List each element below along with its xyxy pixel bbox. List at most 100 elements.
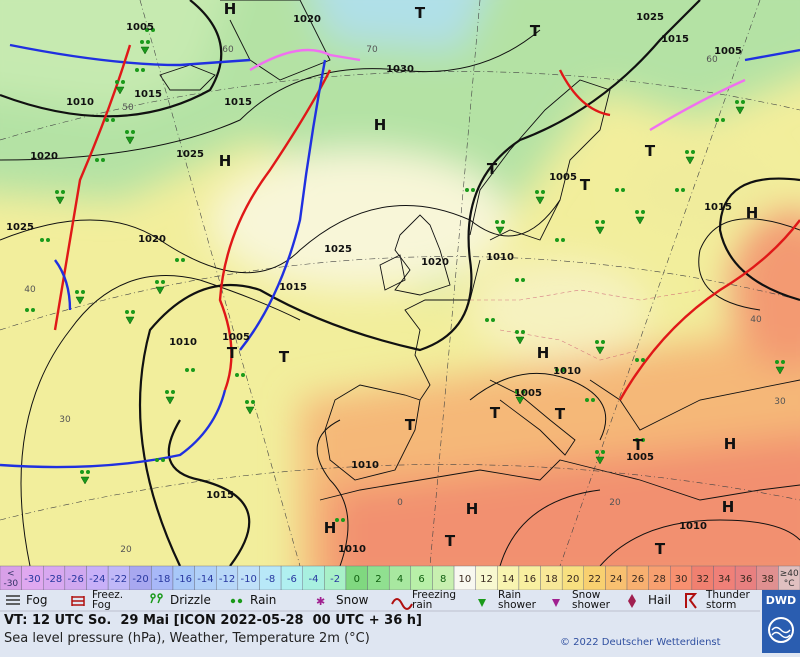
rain-dot (521, 390, 525, 394)
valid-time: VT: 12 UTC So. 29 Mai [ICON 2022-05-28 0… (4, 613, 422, 628)
rain-dot (595, 220, 599, 224)
pressure-center: H (746, 204, 759, 222)
rain-dot (741, 100, 745, 104)
pressure-center: T (580, 176, 591, 194)
rain-dot (641, 358, 645, 362)
scale-label: -26 (68, 574, 84, 585)
pressure-center: H (466, 500, 479, 518)
rain-dot (125, 130, 129, 134)
scale-label: 14 (502, 574, 515, 585)
rain-dot (561, 238, 565, 242)
isobar-label: 1015 (206, 490, 234, 501)
grid-label: 20 (609, 498, 621, 508)
rain-dot (641, 438, 645, 442)
pressure-center: T (645, 142, 656, 160)
scale-label: -8 (265, 574, 275, 585)
grid-label: 40 (750, 315, 762, 325)
rain-dot (31, 308, 35, 312)
rain-dot (521, 278, 525, 282)
isobar-label: 1005 (514, 388, 542, 399)
rain-dot (641, 210, 645, 214)
rain-dot (245, 400, 249, 404)
rain-dot (735, 100, 739, 104)
rain-dot (80, 470, 84, 474)
scale-label: 20 (567, 574, 580, 585)
pressure-center: T (655, 540, 666, 558)
pressure-center: T (405, 416, 416, 434)
rain-dot (495, 220, 499, 224)
rain-dot (171, 390, 175, 394)
rain-dot (715, 118, 719, 122)
isobar-label: 1010 (338, 544, 366, 555)
isobar-label: 1005 (222, 332, 250, 343)
rain-dot (515, 278, 519, 282)
grid-label: 20 (120, 545, 132, 555)
legend-label: Fog (26, 593, 47, 607)
snow-shower-icon (552, 599, 560, 607)
shower-symbol (515, 396, 525, 405)
grid-label: 60 (706, 55, 718, 65)
shower-symbol (140, 46, 150, 55)
rain-dot (561, 368, 565, 372)
pressure-center: H (374, 116, 387, 134)
rain-dot (161, 280, 165, 284)
isobar-label: 1025 (6, 222, 34, 233)
scale-label: -28 (46, 574, 62, 585)
pressure-center: T (415, 4, 426, 22)
rain-dot (151, 28, 155, 32)
isobar-label: 1005 (549, 172, 577, 183)
rain-dot (61, 190, 65, 194)
rain-dot (675, 188, 679, 192)
legend-label: Freezing (412, 589, 456, 601)
shower-symbol (495, 226, 505, 235)
shower-symbol (165, 396, 175, 405)
shower-symbol (115, 86, 125, 95)
isobar-label: 1010 (553, 366, 581, 377)
scale-label: -2 (330, 574, 340, 585)
legend-label: Snow (336, 593, 369, 607)
pressure-center: H (219, 152, 232, 170)
shower-symbol (125, 316, 135, 325)
pressure-center: T (445, 532, 456, 550)
rain-dot (691, 150, 695, 154)
rain-dot (105, 118, 109, 122)
weather-legend: Fog Freez.Fog Drizzle Rain ✱ Snow Freezingrain… (6, 589, 751, 611)
drizzle-icon (150, 593, 163, 604)
rain-dot (595, 340, 599, 344)
scale-label: 32 (696, 574, 709, 585)
rain-dot (140, 40, 144, 44)
rain-dot (601, 220, 605, 224)
rain-dot (555, 238, 559, 242)
pressure-center: H (537, 344, 550, 362)
isobar-label: 1005 (626, 452, 654, 463)
scale-label: 26 (631, 574, 644, 585)
map-labels: 1005 1020 1030 1025 1015 1005 1015 1010 1015 1020… (6, 0, 786, 558)
isobar-label: 1005 (126, 22, 154, 33)
rain-dot (491, 318, 495, 322)
rain-dot (635, 358, 639, 362)
fog-icon (6, 595, 20, 605)
rain-dot (235, 373, 239, 377)
rain-dot (141, 68, 145, 72)
rain-dot (621, 188, 625, 192)
rain-dot (335, 518, 339, 522)
rain-dot (46, 238, 50, 242)
rain-dot (775, 360, 779, 364)
scale-label: 36 (740, 574, 753, 585)
grid-label: 30 (59, 415, 71, 425)
rain-dot (521, 330, 525, 334)
graticule (0, 0, 800, 566)
scale-label: 22 (588, 574, 601, 585)
grid-label: 50 (122, 103, 134, 113)
scale-label: 0 (354, 574, 360, 585)
pressure-center: T (530, 22, 541, 40)
isobar-label: 1025 (324, 244, 352, 255)
shower-symbol (595, 456, 605, 465)
rain-dot (685, 150, 689, 154)
scale-label: 8 (440, 574, 446, 585)
scale-label: °C (784, 579, 795, 589)
rain-dot (485, 318, 489, 322)
rain-dot (135, 68, 139, 72)
scale-label: 12 (480, 574, 493, 585)
